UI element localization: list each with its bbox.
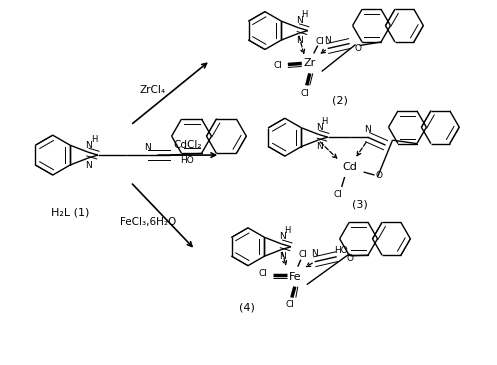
- Text: N: N: [144, 143, 151, 151]
- Text: CdCl₂: CdCl₂: [173, 140, 201, 150]
- Text: (3): (3): [352, 200, 367, 210]
- Text: H: H: [91, 135, 97, 144]
- Text: N: N: [85, 141, 92, 150]
- Text: Cl: Cl: [333, 191, 342, 199]
- Text: Cd: Cd: [342, 162, 357, 172]
- Text: N: N: [279, 252, 286, 261]
- Text: H₂L (1): H₂L (1): [52, 208, 90, 218]
- Text: N: N: [364, 125, 371, 134]
- Text: H: H: [284, 226, 291, 235]
- Text: N: N: [316, 123, 323, 132]
- Text: N: N: [312, 249, 318, 258]
- Text: N: N: [279, 233, 286, 241]
- Text: N: N: [296, 36, 303, 45]
- Text: O: O: [346, 254, 353, 263]
- Text: H: H: [301, 10, 308, 19]
- Text: FeCl₃,6H₂O: FeCl₃,6H₂O: [120, 217, 176, 227]
- Text: Cl: Cl: [285, 300, 294, 309]
- Text: Cl: Cl: [258, 269, 267, 278]
- Text: ZrCl₄: ZrCl₄: [139, 85, 166, 95]
- Text: N: N: [296, 16, 303, 25]
- Text: Zr: Zr: [304, 58, 316, 69]
- Text: O: O: [376, 170, 383, 180]
- Text: (2): (2): [331, 95, 347, 105]
- Text: O: O: [354, 44, 361, 53]
- Text: N: N: [325, 36, 331, 45]
- Text: N: N: [316, 142, 323, 151]
- Text: HO: HO: [180, 155, 193, 165]
- Text: N: N: [85, 161, 92, 170]
- Text: Cl: Cl: [300, 89, 309, 98]
- Text: H: H: [321, 117, 328, 126]
- Text: Cl: Cl: [273, 61, 282, 70]
- Text: Fe: Fe: [289, 272, 301, 282]
- Text: HO: HO: [334, 246, 347, 255]
- Text: Cl: Cl: [315, 37, 324, 46]
- Text: Cl: Cl: [298, 250, 307, 259]
- Text: (4): (4): [239, 303, 255, 312]
